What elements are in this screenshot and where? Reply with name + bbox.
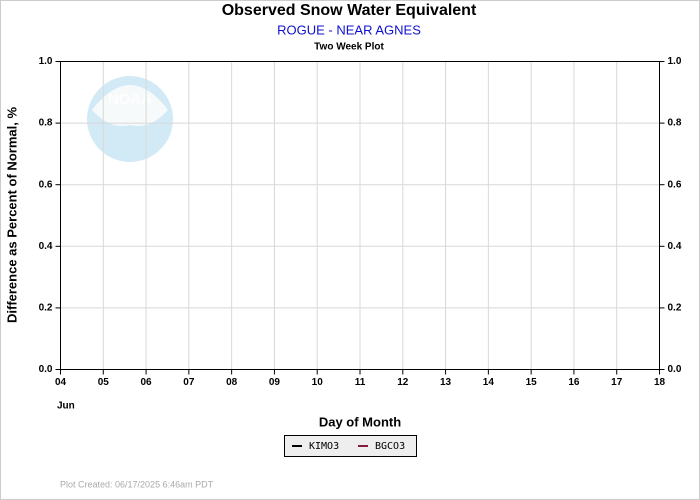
month-label: Jun	[57, 401, 75, 412]
x-tick-label: 08	[226, 377, 238, 388]
y2-tick-label: 1.0	[668, 56, 682, 67]
y-tick-label: 0.0	[39, 364, 53, 375]
x-tick-label: 06	[141, 377, 153, 388]
y2-tick-label: 0.6	[668, 179, 682, 190]
y-tick-label: 0.6	[39, 179, 53, 190]
y-tick-label: 0.2	[39, 303, 53, 314]
x-tick-label: 04	[55, 377, 67, 388]
plot-label: Two Week Plot	[314, 42, 384, 53]
chart-subtitle: ROGUE - NEAR AGNES	[277, 22, 421, 37]
x-axis-label: Day of Month	[319, 414, 401, 429]
legend-box	[284, 435, 417, 457]
footer: Plot Created: 06/17/2025 6:46am PDT	[60, 479, 214, 489]
noaa-logo	[87, 76, 173, 162]
y-tick-label: 0.4	[39, 241, 53, 252]
x-tick-label: 10	[312, 377, 324, 388]
x-tick-label: 17	[611, 377, 623, 388]
x-tick-label: 11	[355, 377, 366, 388]
x-tick-label: 15	[526, 377, 538, 388]
x-tick-label: 14	[483, 377, 495, 388]
x-tick-label: 12	[397, 377, 409, 388]
chart-title: Observed Snow Water Equivalent	[222, 2, 477, 19]
legend-label: KIMO3	[309, 441, 339, 452]
y-tick-label: 1.0	[39, 56, 53, 67]
y2-tick-label: 0.2	[668, 303, 682, 314]
x-tick-label: 13	[440, 377, 452, 388]
x-tick-label: 18	[654, 377, 666, 388]
watermark: NOAA	[108, 91, 152, 108]
legend-label: BGCO3	[375, 441, 405, 452]
plot-area	[60, 61, 660, 370]
x-tick-label: 09	[269, 377, 281, 388]
y-tick-label: 0.8	[39, 118, 53, 129]
y2-tick-label: 0.4	[668, 241, 682, 252]
x-tick-label: 07	[183, 377, 195, 388]
x-tick-label: 16	[568, 377, 580, 388]
y-axis-label: Difference as Percent of Normal, %	[4, 107, 19, 323]
x-tick-label: 05	[98, 377, 110, 388]
y2-tick-label: 0.0	[668, 364, 682, 375]
y2-tick-label: 0.8	[668, 118, 682, 129]
